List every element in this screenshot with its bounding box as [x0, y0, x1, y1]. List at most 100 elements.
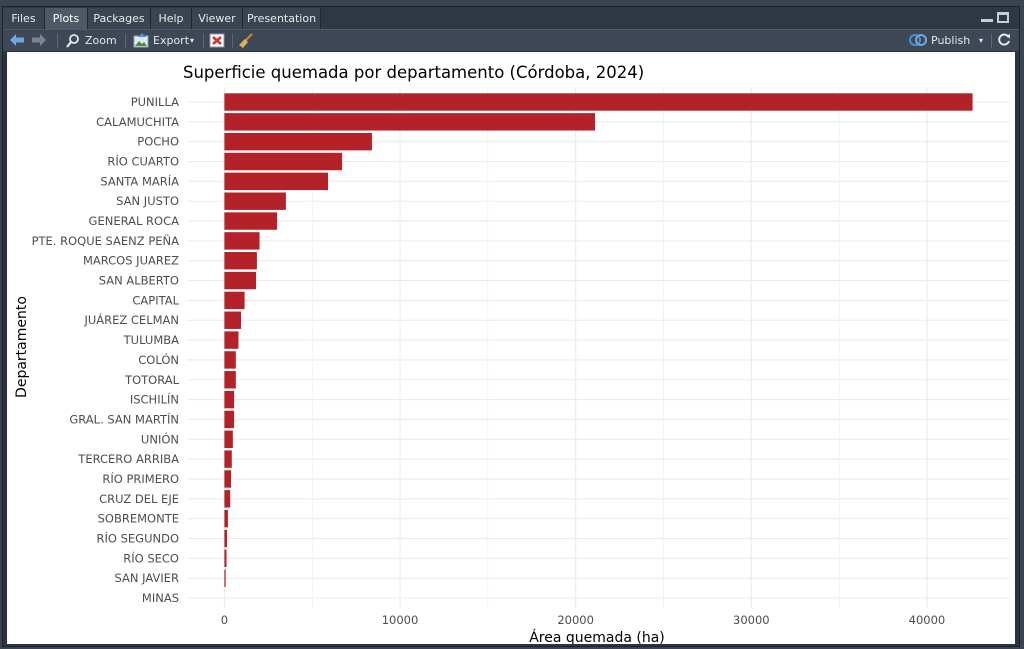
bar: [224, 430, 233, 448]
maximize-pane-button[interactable]: [997, 12, 1009, 23]
publish-menu-button[interactable]: Publish ▾: [909, 30, 987, 51]
x-tick-labels: 0 10000 20000 30000 40000: [221, 613, 945, 627]
y-tick-label: SANTA MARÍA: [100, 173, 179, 188]
bar: [224, 152, 343, 171]
tab-viewer[interactable]: Viewer: [192, 8, 243, 29]
y-tick-label: RÍO SECO: [123, 550, 179, 565]
y-axis-title: Departamento: [14, 296, 30, 398]
bar: [224, 113, 595, 131]
plot-toolbar: Zoom Export ▾: [3, 29, 1019, 51]
bar: [224, 470, 232, 488]
x-tick-label: 20000: [557, 613, 594, 627]
minimize-pane-button[interactable]: [981, 12, 993, 23]
tab-plots[interactable]: Plots: [45, 8, 88, 29]
bar: [224, 132, 372, 151]
tab-packages[interactable]: Packages: [88, 8, 151, 29]
tab-help[interactable]: Help: [151, 8, 192, 29]
y-tick-label: RÍO PRIMERO: [102, 471, 179, 486]
bar: [224, 390, 235, 409]
refresh-icon: [998, 33, 1010, 46]
export-label: Export: [153, 34, 190, 47]
remove-plot-icon: [209, 33, 225, 48]
x-tick-label: 40000: [909, 613, 946, 627]
y-tick-label: MARCOS JUAREZ: [83, 254, 179, 268]
forward-button[interactable]: [31, 30, 49, 51]
dropdown-caret-icon: ▾: [979, 36, 984, 45]
toolbar-separator: [125, 34, 126, 48]
bar: [224, 291, 245, 310]
y-tick-label: TULUMBA: [123, 333, 180, 347]
y-tick-label: RÍO CUARTO: [107, 154, 179, 169]
bar: [224, 172, 329, 191]
bar: [224, 212, 278, 230]
y-tick-label: SAN JAVIER: [115, 571, 179, 585]
bar: [224, 232, 260, 250]
x-tick-label: 10000: [382, 613, 419, 627]
y-tick-label: CALAMUCHITA: [96, 115, 179, 129]
zoom-button[interactable]: Zoom: [63, 30, 119, 51]
bar: [224, 490, 231, 508]
arrow-right-icon: [32, 34, 46, 46]
tab-files[interactable]: Files: [3, 8, 45, 29]
y-tick-label: RÍO SEGUNDO: [97, 530, 180, 545]
y-tick-label: ISCHILÍN: [130, 392, 179, 407]
bar: [224, 371, 236, 389]
magnifier-icon: [66, 34, 79, 48]
bar: [224, 450, 232, 468]
bar: [224, 410, 235, 429]
bar: [224, 271, 257, 290]
zoom-label: Zoom: [85, 34, 117, 47]
x-tick-label: 30000: [733, 613, 770, 627]
bar: [224, 529, 228, 548]
toolbar-separator: [991, 34, 992, 48]
y-tick-label: JUÁREZ CELMAN: [83, 312, 179, 327]
refresh-button[interactable]: [997, 30, 1013, 51]
clear-all-plots-button[interactable]: [237, 30, 257, 51]
bars: [224, 93, 973, 587]
toolbar-separator: [203, 34, 204, 48]
export-menu-button[interactable]: Export ▾: [131, 30, 199, 51]
bar: [224, 569, 226, 587]
y-tick-label: COLÓN: [138, 352, 179, 367]
publish-icon: [909, 34, 927, 46]
y-tick-label: POCHO: [137, 135, 179, 149]
bar: [224, 351, 236, 369]
y-tick-labels: PUNILLA CALAMUCHITA POCHO RÍO CUARTO SANTA M…: [32, 95, 180, 605]
y-tick-label: SAN ALBERTO: [99, 274, 179, 288]
chart-title: Superficie quemada por departamento (Cór…: [183, 63, 644, 82]
y-tick-label: GENERAL ROCA: [89, 214, 180, 228]
bar-chart: PUNILLA CALAMUCHITA POCHO RÍO CUARTO SANTA M…: [14, 63, 1010, 646]
y-tick-label: UNIÓN: [141, 431, 179, 446]
y-tick-label: TOTORAL: [124, 373, 180, 387]
toolbar-separator: [232, 34, 233, 48]
broom-icon: [239, 33, 253, 48]
bar: [224, 311, 242, 329]
arrow-left-icon: [10, 34, 24, 46]
bar: [224, 509, 228, 528]
y-tick-label: MINAS: [142, 591, 179, 605]
remove-plot-button[interactable]: [208, 30, 228, 51]
plots-pane: Files Plots Packages Help Viewer Present…: [2, 6, 1020, 647]
x-axis-title: Área quemada (ha): [529, 629, 665, 644]
y-tick-label: TERCERO ARRIBA: [77, 452, 179, 466]
plot-canvas: PUNILLA CALAMUCHITA POCHO RÍO CUARTO SANTA M…: [7, 52, 1015, 646]
export-image-icon: [133, 33, 149, 48]
pane-tab-bar: Files Plots Packages Help Viewer Present…: [3, 7, 1019, 29]
back-button[interactable]: [9, 30, 27, 51]
bar: [224, 549, 227, 568]
y-tick-label: CRUZ DEL EJE: [99, 492, 179, 506]
y-tick-label: SAN JUSTO: [116, 194, 179, 208]
y-tick-label: PTE. ROQUE SAENZ PEÑA: [32, 233, 180, 248]
y-tick-label: PUNILLA: [131, 95, 179, 109]
bar: [224, 93, 973, 111]
bar: [224, 192, 286, 210]
tab-presentation[interactable]: Presentation: [243, 8, 321, 29]
grid-minor: [311, 88, 840, 608]
bar: [224, 331, 239, 349]
toolbar-separator: [57, 34, 58, 48]
dropdown-caret-icon: ▾: [190, 36, 195, 45]
y-tick-label: SOBREMONTE: [98, 512, 179, 526]
y-tick-label: GRAL. SAN MARTÍN: [69, 411, 179, 426]
x-tick-label: 0: [221, 613, 228, 627]
bar: [224, 252, 257, 270]
